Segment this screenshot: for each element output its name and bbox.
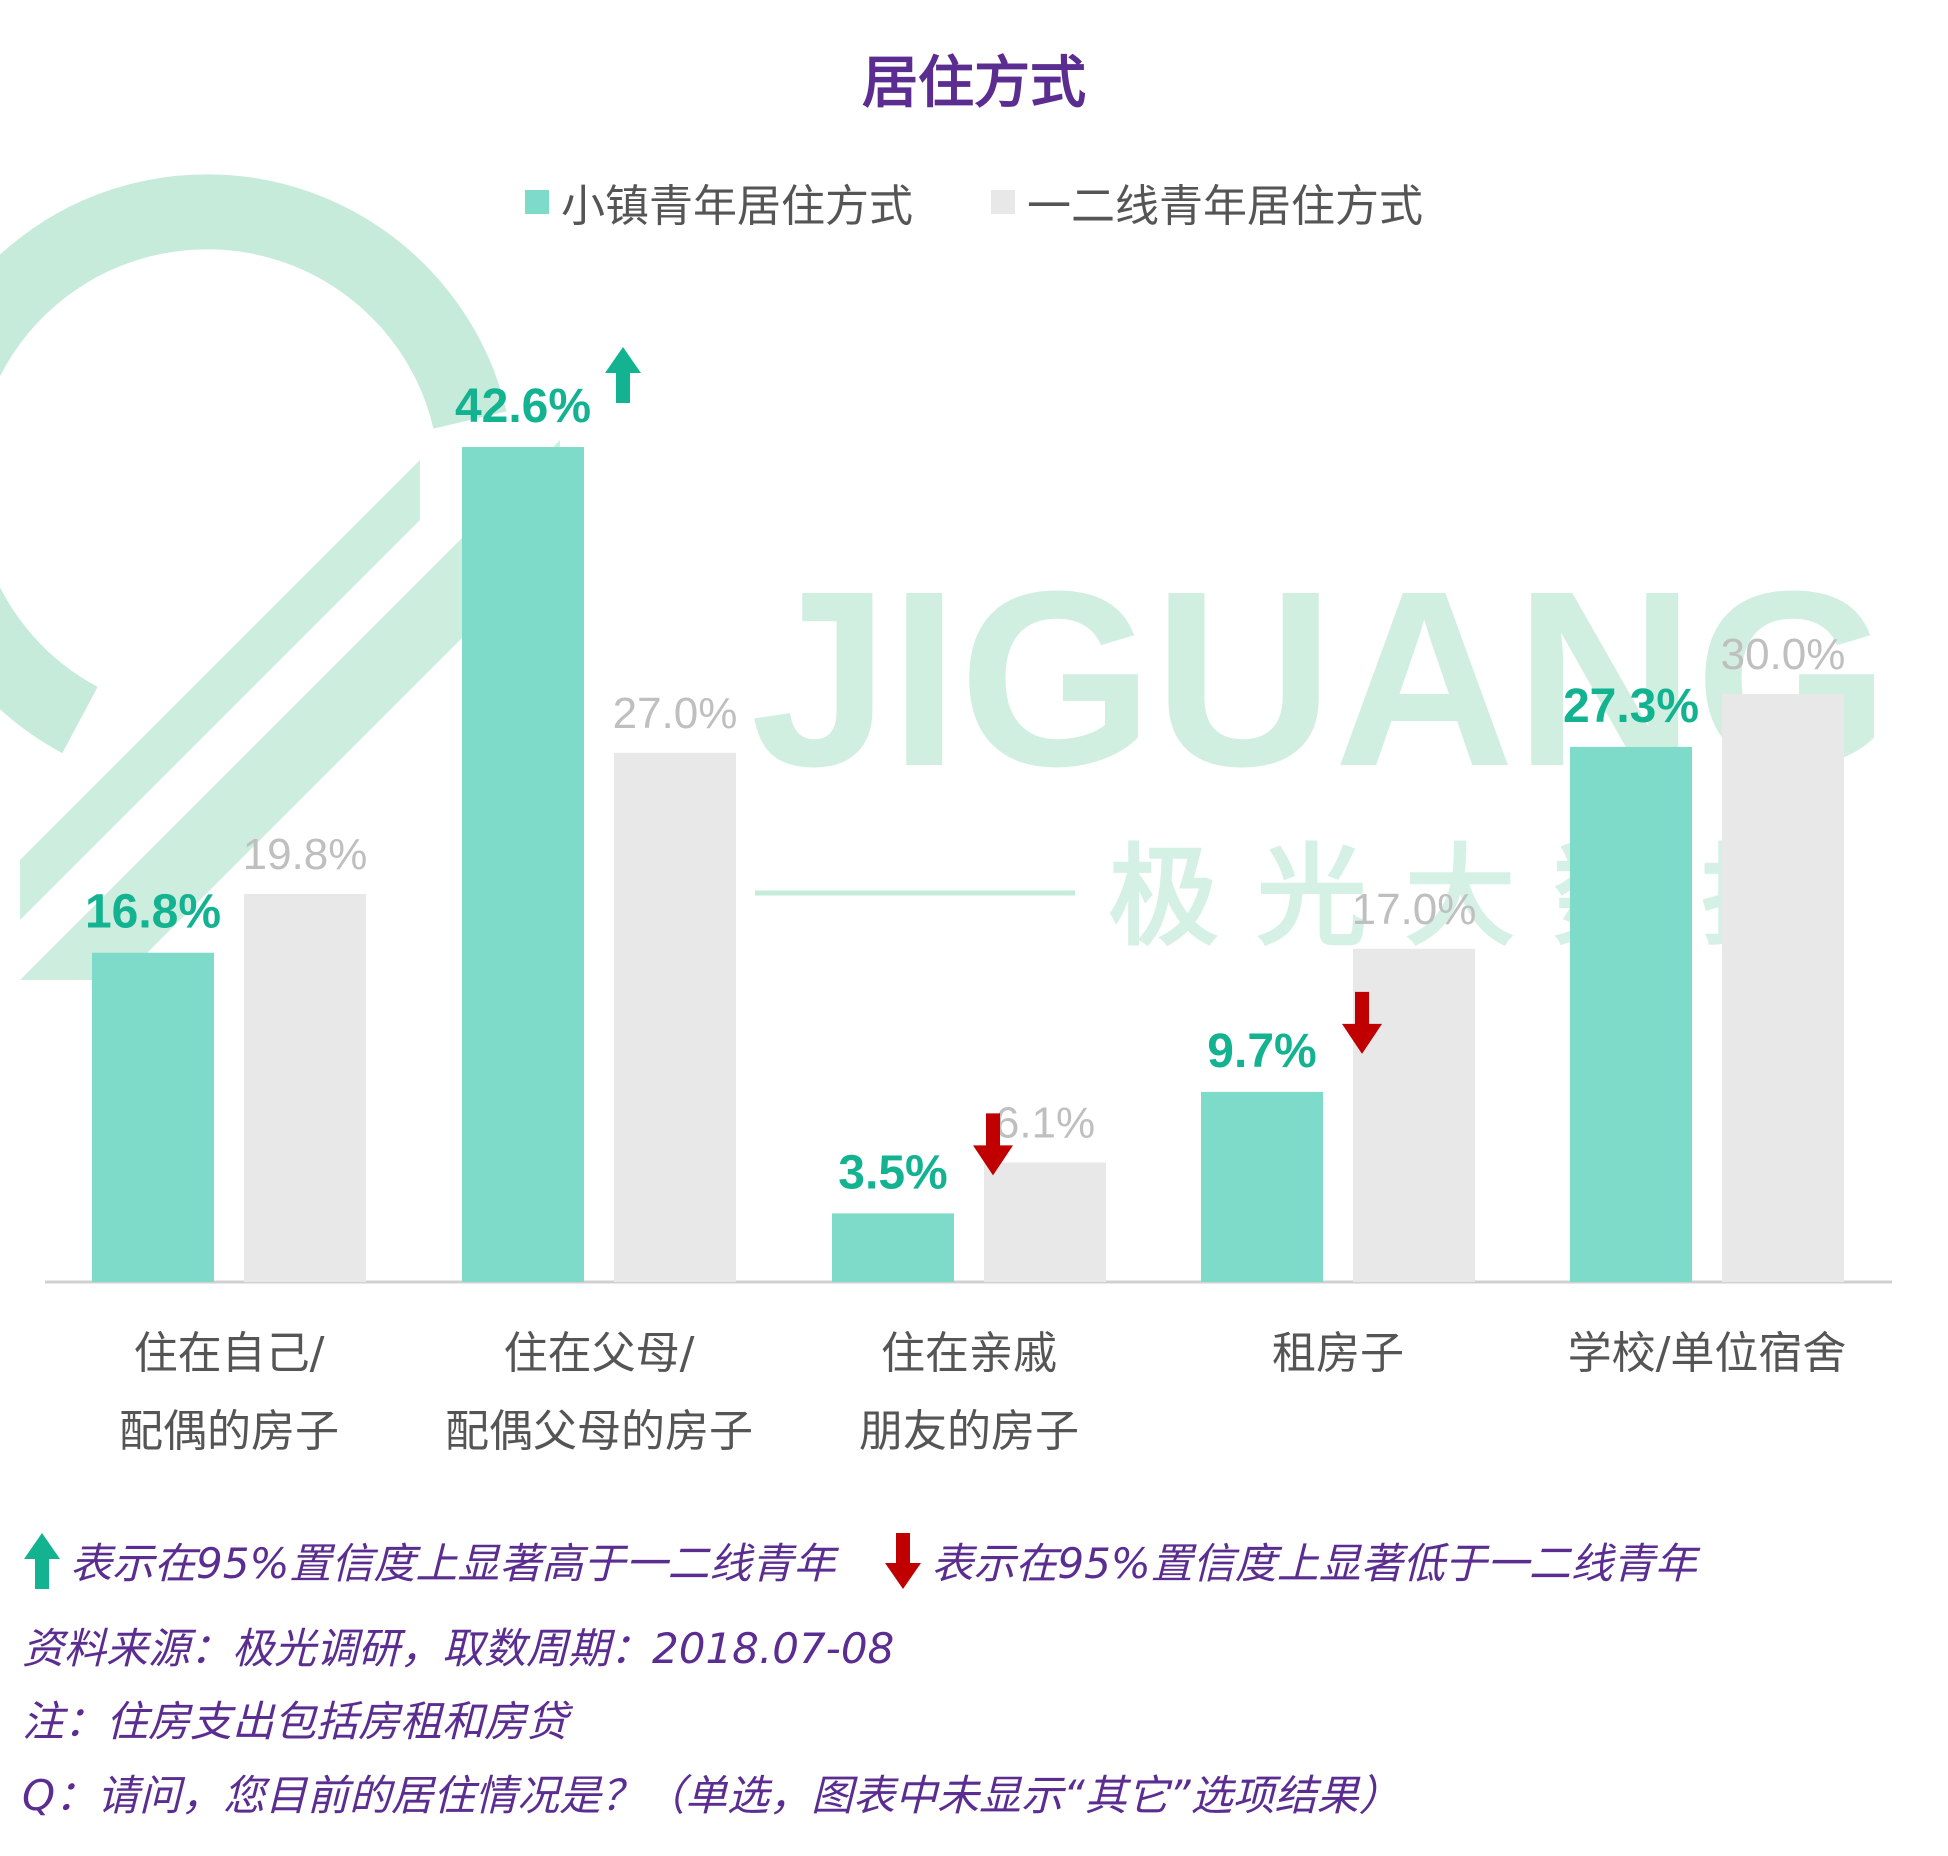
watermark-stroke-1 xyxy=(20,440,560,980)
legend-label-city: 一二线青年居住方式 xyxy=(1027,181,1423,232)
watermark-cn-text: 极 光 大 数 据 xyxy=(1108,833,1811,961)
legend: 小镇青年居住方式 一二线青年居住方式 xyxy=(0,170,1948,234)
down-arrow-icon xyxy=(885,1532,922,1589)
sig-up-text: 表示在95%置信度上显著高于一二线青年 xyxy=(70,1539,836,1588)
data-label-city: 6.1% xyxy=(995,1098,1095,1147)
bar-city xyxy=(1722,694,1844,1282)
legend-swatch-town xyxy=(525,190,549,214)
bar-city xyxy=(244,893,366,1282)
bar-city xyxy=(984,1162,1106,1282)
watermark-logo-text: JIGUANG xyxy=(750,539,1889,818)
data-label-town: 27.3% xyxy=(1563,680,1699,733)
data-label-town: 42.6% xyxy=(455,380,591,433)
bar-city xyxy=(614,752,736,1282)
question-note: Q：请问，您目前的居住情况是？（单选，图表中未显示“其它”选项结果） xyxy=(22,1771,1401,1820)
bar-chart: 16.8% 19.8% 住在自己/配偶的房子 42.6% 27.0% 住在父母/配偶父母的… xyxy=(45,347,1892,1457)
category-label: 学校/单位宿舍 xyxy=(1568,1328,1847,1379)
legend-item-city: 一二线青年居住方式 xyxy=(991,170,1423,234)
bar-town xyxy=(92,952,214,1282)
category-label: 住在自己/ xyxy=(134,1328,325,1379)
bar-town xyxy=(1570,746,1692,1282)
category-label: 租房子 xyxy=(1272,1328,1404,1379)
significance-notes: 表示在95%置信度上显著高于一二线青年 表示在95%置信度上显著低于一二线青年 xyxy=(22,1530,1697,1591)
legend-item-town: 小镇青年居住方式 xyxy=(525,170,913,234)
watermark-ring xyxy=(0,174,507,754)
watermark-stroke-2 xyxy=(20,460,420,920)
bar-city xyxy=(1353,948,1475,1282)
legend-swatch-city xyxy=(991,190,1015,214)
data-label-city: 30.0% xyxy=(1721,630,1846,679)
legend-label-town: 小镇青年居住方式 xyxy=(561,181,913,232)
down-arrow-icon xyxy=(1342,991,1382,1054)
bar-town xyxy=(1201,1091,1323,1282)
data-label-city: 19.8% xyxy=(243,830,368,879)
sig-up-note: 表示在95%置信度上显著高于一二线青年 xyxy=(22,1530,835,1591)
down-arrow-icon xyxy=(973,1113,1013,1176)
data-label-city: 27.0% xyxy=(613,689,738,738)
data-label-town: 3.5% xyxy=(838,1146,947,1199)
bar-town xyxy=(832,1213,954,1282)
category-label: 配偶的房子 xyxy=(119,1406,339,1457)
source-note: 资料来源：极光调研，取数周期：2018.07-08 xyxy=(22,1624,895,1673)
bar-town xyxy=(462,447,584,1282)
category-label: 住在亲戚 xyxy=(881,1328,1057,1379)
housing-note: 注：住房支出包括房租和房贷 xyxy=(22,1697,569,1746)
up-arrow-icon xyxy=(605,347,641,404)
category-label: 住在父母/ xyxy=(504,1328,695,1379)
data-label-town: 9.7% xyxy=(1207,1025,1316,1078)
data-label-town: 16.8% xyxy=(85,886,221,939)
up-arrow-icon xyxy=(24,1532,60,1589)
sig-down-text: 表示在95%置信度上显著低于一二线青年 xyxy=(931,1539,1697,1588)
data-label-city: 17.0% xyxy=(1352,885,1477,934)
category-label: 配偶父母的房子 xyxy=(445,1406,753,1457)
sig-down-note: 表示在95%置信度上显著低于一二线青年 xyxy=(883,1530,1697,1591)
category-label: 朋友的房子 xyxy=(859,1406,1079,1457)
watermark-logo: JIGUANG 极 光 大 数 据 xyxy=(0,174,1890,980)
chart-title: 居住方式 xyxy=(862,51,1086,116)
